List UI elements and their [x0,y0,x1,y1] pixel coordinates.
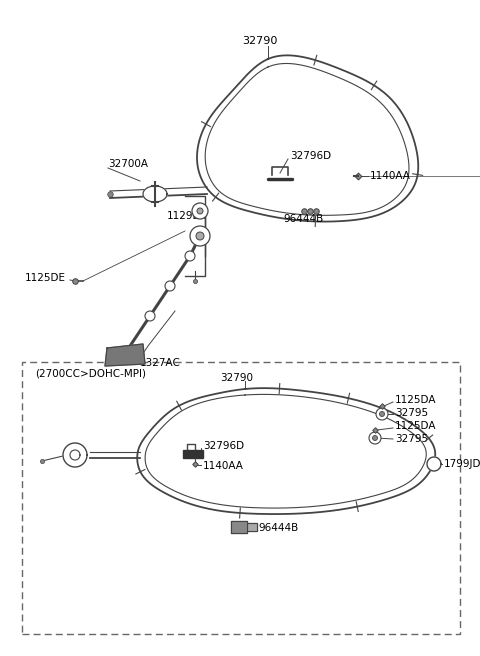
Bar [22,362,460,634]
Circle shape [376,408,388,420]
Polygon shape [427,457,441,471]
Text: 96444B: 96444B [283,214,323,224]
Text: 32796D: 32796D [290,151,331,161]
Text: 32790: 32790 [242,36,278,46]
Text: (2700CC>DOHC-MPI): (2700CC>DOHC-MPI) [35,369,146,379]
Text: 1799JD: 1799JD [444,459,480,469]
Polygon shape [231,521,247,533]
Text: 1140AA: 1140AA [203,461,244,471]
Polygon shape [105,344,145,366]
Polygon shape [183,450,203,458]
Circle shape [192,203,208,219]
Circle shape [369,432,381,444]
Circle shape [197,208,203,214]
Circle shape [380,411,384,417]
Polygon shape [247,523,257,531]
Polygon shape [70,450,80,460]
Circle shape [372,436,377,440]
Text: 96444B: 96444B [258,523,298,533]
Circle shape [145,311,155,321]
Text: 1125DA: 1125DA [395,395,436,405]
Text: 1327AC: 1327AC [140,358,181,368]
Text: 32795: 32795 [395,434,428,444]
Text: 1125DE: 1125DE [25,273,66,283]
Polygon shape [63,443,87,467]
Polygon shape [143,186,167,202]
Text: 1125DA: 1125DA [395,421,436,431]
Text: 1129EX: 1129EX [167,211,207,221]
Circle shape [190,226,210,246]
Text: 32700A: 32700A [108,159,148,169]
Text: 32795: 32795 [395,408,428,418]
Circle shape [165,281,175,291]
Circle shape [185,251,195,261]
Circle shape [196,232,204,240]
Text: 32796D: 32796D [203,441,244,451]
Text: 32790: 32790 [220,373,253,383]
Text: 1140AA: 1140AA [370,171,411,181]
